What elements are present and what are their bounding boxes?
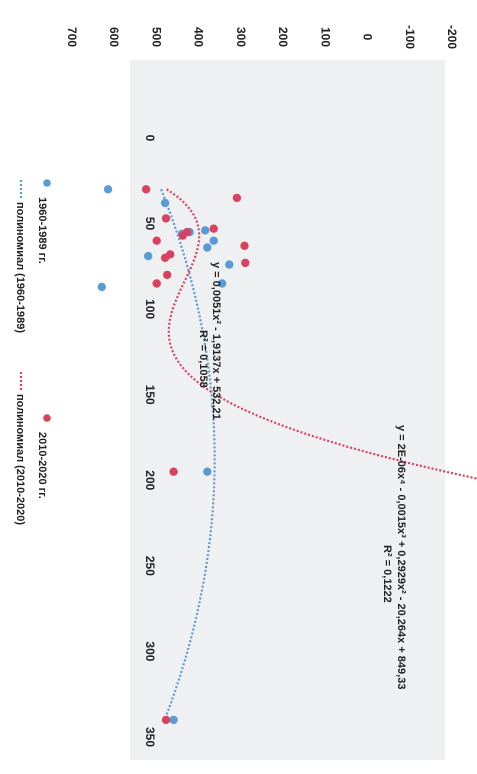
x-tick-label: 350 [143, 727, 157, 747]
y-tick-label: -200 [445, 25, 459, 49]
series-1-point [225, 260, 234, 269]
trendline-1 [160, 188, 216, 721]
y-tick-label: 500 [149, 27, 163, 47]
y-tick-label: 600 [107, 27, 121, 47]
y-tick-label: 200 [276, 27, 290, 47]
legend-label-trend-2: полиномиал (2010-2020) [14, 394, 26, 525]
legend: 1960-1989 гг. 2010-2020 гг. полиномиал (… [14, 179, 51, 525]
series-1-point [169, 715, 178, 725]
series-1-point [160, 198, 170, 208]
series-2-point [241, 258, 250, 268]
x-tick-label: 150 [143, 385, 157, 405]
series-2-point [163, 270, 172, 280]
series-2-point [141, 185, 151, 194]
trendline-1-equation: y = 0,0051x² - 1,9137x + 532,21 [210, 262, 222, 420]
series-2-point [152, 279, 161, 288]
series-2-point [178, 231, 187, 240]
x-tick-label: 50 [143, 217, 157, 231]
x-tick-label: 200 [143, 470, 157, 490]
x-tick-label: 250 [143, 556, 157, 576]
series-2-point [152, 236, 161, 245]
y-tick-label: 100 [318, 27, 332, 47]
x-tick-label: 300 [143, 641, 157, 661]
trendline-2-r2: R² = 0,1222 [381, 545, 393, 603]
plot-layer: -200 -100 0 100 200 300 400 500 600 700 0 50 100 150 2… [65, 25, 477, 747]
plot-area [130, 60, 445, 760]
y-tick-label: 400 [192, 27, 206, 47]
series-1-point [217, 279, 227, 288]
y-tick-label: 0 [361, 34, 375, 41]
trendline-2-label: y = 2E-06x⁴ - 0,0015x³ + 0,2929x² - 20,2… [381, 425, 407, 689]
legend-marker-series-2 [43, 414, 51, 422]
trendline-1-label: y = 0,0051x² - 1,9137x + 532,21 R² = 0,1… [197, 262, 222, 420]
legend-label-series-2: 2010-2020 гг. [36, 432, 48, 499]
legend-marker-series-1 [43, 179, 51, 187]
trendline-2-equation: y = 2E-06x⁴ - 0,0015x³ + 0,2929x² - 20,2… [395, 425, 407, 689]
series-2-point [160, 253, 170, 262]
series-2-point [240, 241, 249, 250]
legend-label-trend-1: полиномиал (1960-1989) [14, 202, 26, 333]
series-1-point [203, 243, 212, 252]
series-2-point [169, 467, 178, 476]
y-tick-label: -100 [403, 25, 417, 49]
series-1-point [203, 467, 212, 476]
legend-label-series-1: 1960-1989 гг. [36, 197, 48, 264]
series-1-point [97, 282, 107, 292]
series-1-point [144, 251, 153, 261]
x-tick-label: 100 [143, 299, 157, 319]
x-tick-label: 0 [143, 135, 157, 142]
series-2-point [209, 224, 218, 233]
trendline-1-r2: R² = 0,1058 [197, 330, 209, 388]
series-2-point [232, 193, 242, 203]
series-1-point [201, 226, 210, 235]
y-tick-label: 300 [234, 27, 248, 47]
series-1-point [103, 185, 113, 194]
y-tick-label: 700 [65, 27, 79, 47]
series-1-point [209, 236, 218, 245]
series-2-point [161, 214, 171, 223]
series-2-point [161, 715, 171, 725]
